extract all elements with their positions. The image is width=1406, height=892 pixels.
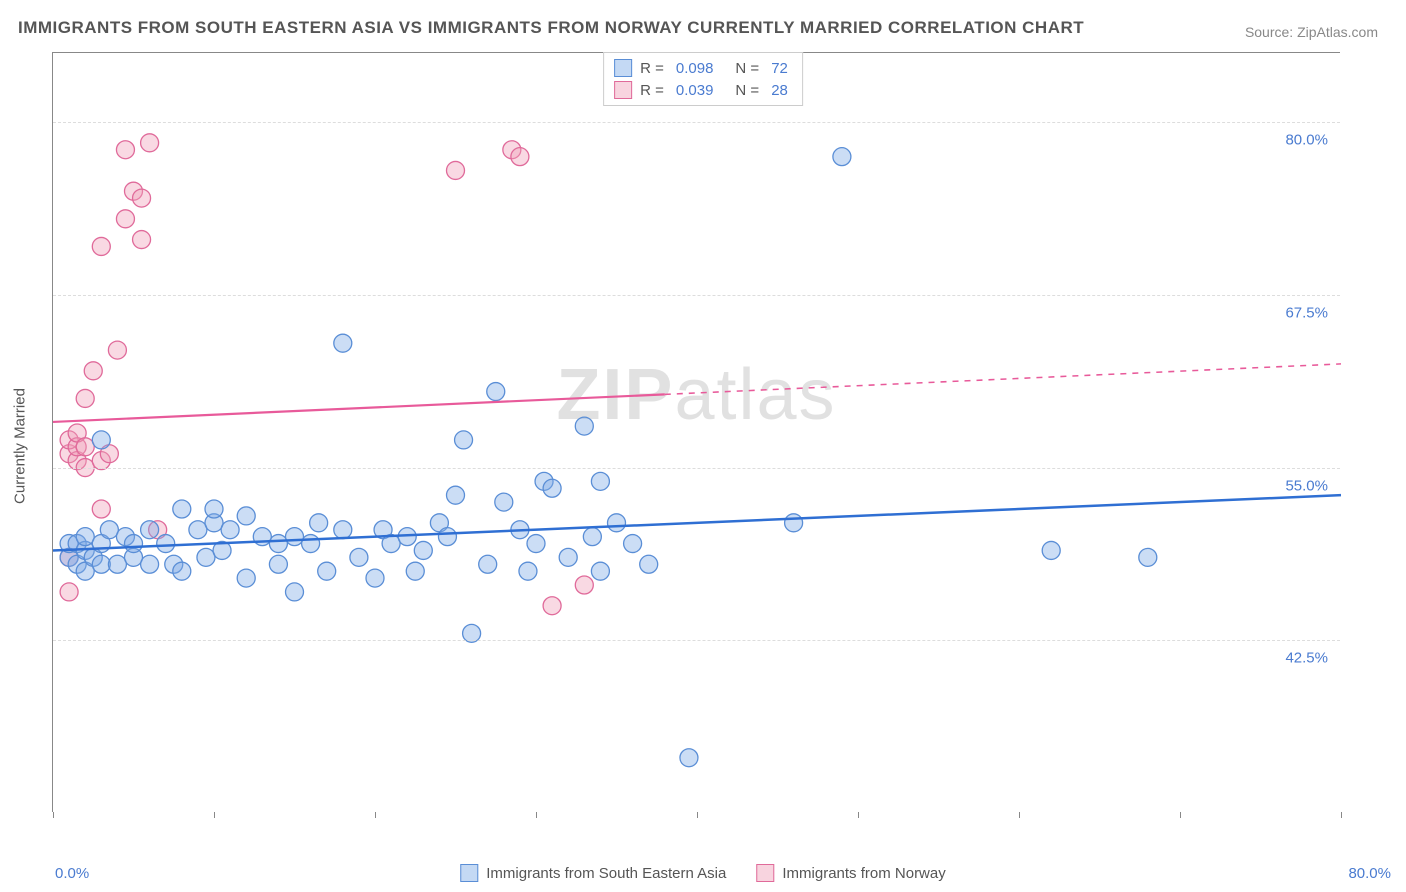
series-legend: Immigrants from South Eastern Asia Immig… [460,864,945,882]
blue-swatch-icon [614,59,632,77]
pink-swatch-icon [756,864,774,882]
scatter-svg [53,53,1340,812]
source-label: Source: ZipAtlas.com [1245,24,1378,40]
y-axis-title: Currently Married [12,388,29,504]
stats-legend: R = 0.098 N = 72 R = 0.039 N = 28 [603,52,803,106]
blue-swatch-icon [460,864,478,882]
x-max-label: 80.0% [1348,865,1391,882]
series2-label: Immigrants from Norway [782,865,945,882]
chart-title: IMMIGRANTS FROM SOUTH EASTERN ASIA VS IM… [18,18,1084,38]
x-min-label: 0.0% [55,865,89,882]
plot-area: ZIPatlas 42.5%55.0%67.5%80.0% [52,52,1340,812]
series1-label: Immigrants from South Eastern Asia [486,865,726,882]
pink-swatch-icon [614,81,632,99]
chart-container: IMMIGRANTS FROM SOUTH EASTERN ASIA VS IM… [0,0,1406,892]
